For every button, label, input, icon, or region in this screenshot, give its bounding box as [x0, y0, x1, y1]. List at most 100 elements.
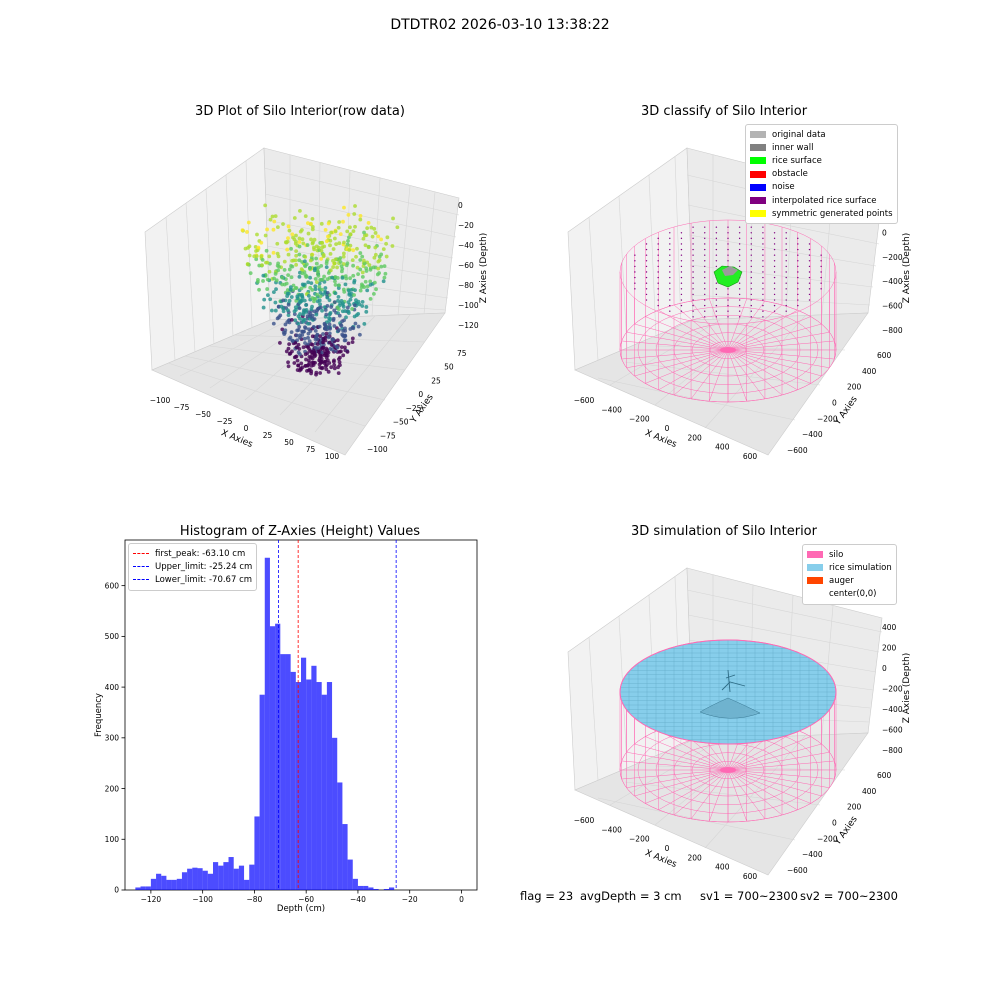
classify-x-ticks: −600 −400 −200 0 200 400 600	[574, 396, 758, 461]
interpolated-point	[762, 260, 764, 262]
histogram-bar	[223, 862, 229, 890]
point-cloud-dot	[319, 221, 324, 226]
point-cloud-dot	[279, 304, 284, 309]
silo-floor-spoke	[727, 736, 811, 771]
point-cloud-dot	[296, 350, 301, 355]
point-cloud-dot	[265, 277, 270, 282]
interpolated-point	[750, 293, 752, 296]
interpolated-point	[762, 254, 764, 256]
interpolated-point	[669, 248, 671, 251]
point-cloud-dot	[318, 302, 322, 307]
point-cloud-dot	[313, 296, 318, 301]
histogram-bar	[332, 737, 338, 890]
interpolated-point	[704, 304, 706, 307]
interpolated-point	[750, 232, 752, 234]
histogram-bar	[352, 878, 358, 890]
interpolated-point	[669, 288, 671, 290]
point-cloud-dot	[320, 287, 324, 292]
point-cloud-dot	[265, 260, 270, 265]
original-data-patch	[722, 266, 738, 276]
point-cloud-dot	[292, 312, 297, 317]
interpolated-point	[785, 310, 787, 312]
interpolated-point	[704, 288, 706, 290]
interpolated-point	[692, 248, 694, 251]
interpolated-point	[785, 243, 787, 245]
interpolated-point	[820, 260, 822, 262]
interpolated-point	[634, 282, 636, 284]
raw-x-ticks: −100−75 −50 −25 0 25 50 75 100	[150, 396, 340, 461]
point-cloud-dot	[260, 263, 264, 268]
point-cloud-dot	[297, 306, 302, 311]
point-cloud-dot	[346, 309, 351, 314]
interpolated-point	[750, 288, 752, 290]
point-cloud-dot	[323, 227, 328, 232]
silo-floor-spoke	[690, 769, 729, 820]
point-cloud-dot	[274, 278, 279, 283]
point-cloud-dot	[359, 285, 364, 290]
z-tick-label: 0	[458, 201, 463, 210]
silo-floor-spoke	[621, 340, 729, 351]
interpolated-point	[820, 288, 822, 290]
x-tick-label: 400	[715, 863, 730, 872]
histogram-bar	[326, 682, 333, 890]
silo-floor-spoke	[727, 349, 811, 384]
point-cloud-dot	[288, 285, 293, 289]
legend-line-swatch	[133, 579, 149, 581]
z-tick-label: −600	[882, 302, 903, 311]
point-cloud-dot	[292, 309, 297, 314]
point-cloud-dot	[287, 228, 292, 233]
point-cloud-dot	[381, 279, 386, 284]
point-cloud-dot	[302, 318, 307, 322]
interpolated-point	[715, 254, 718, 256]
interpolated-point	[762, 248, 764, 251]
point-cloud-dot	[365, 284, 370, 289]
sim-floor-pane	[574, 732, 869, 876]
interpolated-point	[808, 288, 811, 290]
point-cloud-dot	[316, 245, 321, 250]
rice-cone-depression	[699, 697, 761, 719]
interpolated-point	[692, 260, 694, 262]
interpolated-point	[727, 226, 729, 228]
point-cloud-dot	[307, 346, 311, 351]
point-cloud-dot	[298, 208, 302, 213]
interpolated-point	[750, 282, 752, 284]
point-cloud-dot	[328, 243, 332, 248]
point-cloud-dot	[315, 342, 320, 346]
figure-title: DTDTR02 2026-03-10 13:38:22	[390, 17, 610, 33]
interpolated-point	[692, 282, 694, 284]
interpolated-point	[727, 254, 729, 256]
point-cloud-dot	[329, 230, 334, 235]
legend-auger: auger	[807, 574, 892, 587]
legend-swatch	[750, 197, 766, 205]
interpolated-point	[680, 254, 683, 256]
point-cloud-dot	[321, 345, 326, 350]
interpolated-point	[797, 260, 799, 262]
point-cloud-dot	[328, 238, 333, 243]
x-tick-label: −75	[174, 403, 190, 412]
histogram-bar	[171, 879, 177, 890]
legend-lower-limit: Lower_limit: -70.67 cm	[133, 573, 252, 586]
point-cloud-dot	[314, 312, 319, 317]
point-cloud-dot	[331, 265, 336, 269]
point-cloud-dot	[263, 203, 268, 208]
point-cloud-dot	[303, 341, 307, 345]
point-cloud-dot	[312, 317, 317, 321]
point-cloud-dot	[307, 367, 312, 372]
interpolated-point	[762, 276, 764, 279]
histogram-bar	[264, 557, 270, 890]
interpolated-point	[669, 282, 671, 284]
legend-noise: noise	[750, 181, 893, 194]
z-tick-label: 400	[882, 623, 897, 632]
legend-upper-limit: Upper_limit: -25.24 cm	[133, 560, 252, 573]
histogram-bar	[259, 694, 265, 890]
point-cloud-dot	[266, 293, 270, 298]
interpolated-point	[738, 265, 741, 268]
raw-z-ticks: 0 −20 −40 −60 −80 −100 −120	[458, 201, 479, 330]
point-cloud-dot	[326, 234, 330, 239]
point-cloud-dot	[372, 226, 377, 231]
x-tick-label: −50	[195, 410, 211, 419]
point-cloud-dot	[299, 286, 304, 291]
point-cloud-dot	[255, 232, 259, 237]
